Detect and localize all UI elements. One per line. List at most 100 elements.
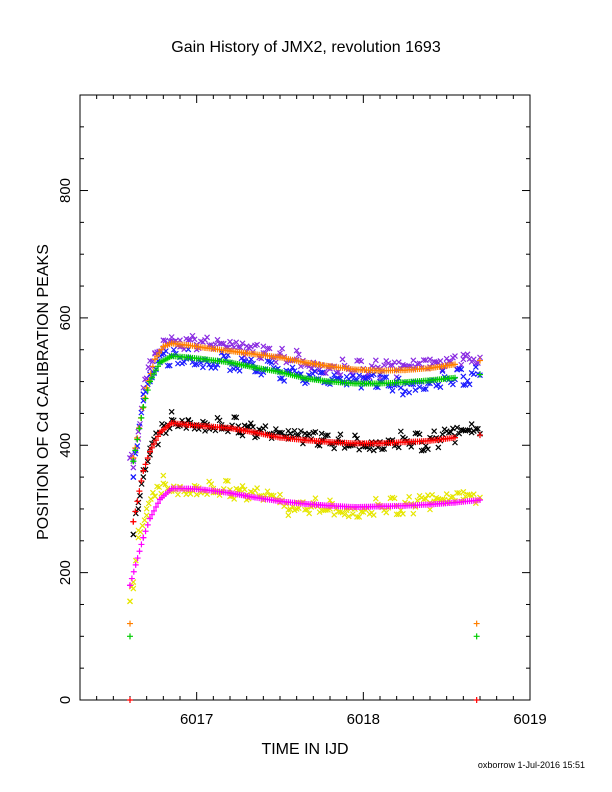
data-point (427, 437, 433, 444)
data-point (144, 521, 151, 528)
data-point (449, 425, 456, 432)
data-point (130, 458, 137, 465)
data-point (339, 356, 346, 363)
data-point (149, 489, 156, 496)
data-point (352, 440, 358, 447)
x-axis-label: TIME IN IJD (261, 741, 348, 758)
data-point (466, 381, 473, 388)
data-point (152, 493, 158, 500)
data-point (149, 444, 155, 451)
data-point (155, 500, 161, 507)
data-point (157, 359, 163, 366)
data-point (302, 437, 308, 444)
data-point (422, 386, 429, 392)
data-point (318, 430, 325, 437)
data-point (372, 357, 379, 364)
data-point (454, 424, 461, 431)
data-point (477, 497, 483, 504)
data-point (427, 506, 433, 513)
data-point (252, 351, 258, 358)
data-point (311, 368, 318, 375)
data-point (456, 430, 463, 437)
data-point (160, 337, 167, 344)
data-point (160, 480, 167, 487)
data-point (312, 495, 319, 502)
y-tick-label: 0 (57, 696, 74, 704)
data-point (202, 356, 208, 363)
data-point (142, 395, 149, 402)
data-point (239, 340, 246, 347)
data-point (138, 541, 145, 548)
data-point (468, 429, 475, 436)
data-point (202, 344, 208, 351)
data-point (449, 381, 456, 388)
data-point (260, 343, 267, 350)
data-point (132, 561, 139, 568)
data-point (402, 388, 408, 395)
data-point (399, 510, 406, 517)
plot-frame (79, 94, 531, 701)
data-point (268, 359, 275, 366)
data-point (312, 429, 319, 435)
data-point (212, 365, 219, 371)
data-point (410, 510, 417, 517)
data-point (216, 417, 223, 424)
data-point (224, 478, 231, 485)
data-point (412, 430, 419, 437)
data-point (285, 512, 292, 519)
data-point (239, 432, 246, 439)
y-tick-label: 200 (57, 560, 74, 585)
data-point (130, 531, 137, 538)
data-point (458, 361, 465, 368)
data-point (293, 506, 300, 512)
x-tick-label: 6018 (347, 711, 380, 728)
data-point (406, 389, 413, 396)
data-point (464, 427, 471, 434)
data-point (389, 387, 396, 394)
data-point (160, 472, 167, 479)
data-point (157, 429, 163, 436)
data-point (191, 336, 198, 343)
data-point (187, 491, 194, 497)
data-point (379, 446, 386, 453)
data-point (254, 341, 261, 348)
data-point (452, 353, 458, 360)
data-point (435, 444, 442, 451)
data-point (437, 357, 444, 364)
data-point (147, 515, 153, 522)
data-point (395, 359, 402, 366)
data-point (138, 477, 145, 484)
data-point (356, 514, 363, 520)
data-point (460, 382, 467, 388)
data-point (352, 380, 358, 387)
data-point (352, 432, 358, 439)
data-point (416, 384, 423, 390)
data-point (143, 512, 150, 519)
data-point (141, 394, 148, 401)
data-point (135, 534, 142, 541)
data-point (454, 490, 461, 496)
data-point (306, 431, 313, 437)
series-6 (127, 419, 483, 703)
data-point (395, 444, 402, 451)
data-point (132, 508, 139, 515)
data-point (402, 379, 408, 386)
data-point (233, 414, 240, 421)
data-point (157, 496, 163, 503)
data-point (153, 504, 159, 511)
data-point (248, 356, 255, 363)
data-point (193, 361, 200, 368)
data-point (304, 506, 311, 513)
data-point (132, 447, 139, 454)
data-point (302, 375, 308, 382)
data-point (127, 598, 133, 605)
data-point (144, 455, 151, 461)
data-point (331, 511, 338, 518)
data-point (477, 354, 483, 361)
data-point (127, 582, 133, 589)
data-point (135, 506, 142, 512)
data-point (147, 448, 153, 455)
data-point (199, 364, 206, 371)
data-point (381, 374, 388, 381)
